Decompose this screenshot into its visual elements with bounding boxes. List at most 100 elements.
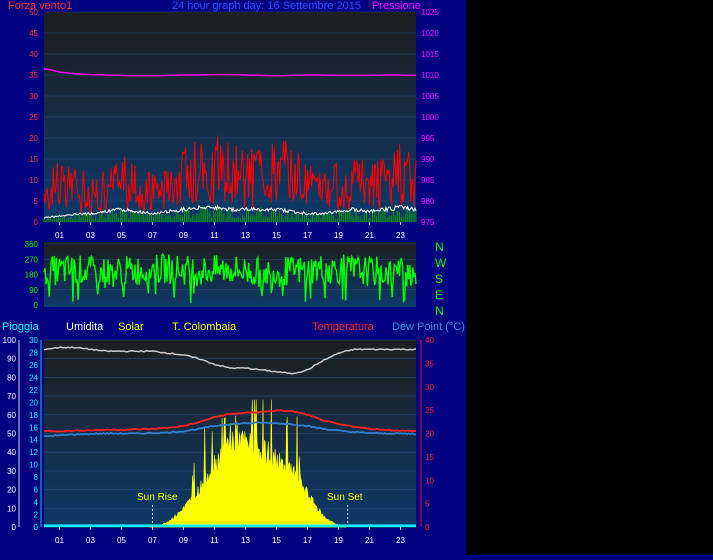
percent-y-tick: 70 <box>7 392 16 401</box>
wind-y-tick: 5 <box>34 197 39 206</box>
wind-average-line <box>43 204 417 219</box>
pressure-y-tick: 1020 <box>421 29 439 38</box>
wind-y-tick: 0 <box>34 218 39 227</box>
percent-y-tick: 10 <box>7 504 16 513</box>
temp-y-tick: 35 <box>425 359 434 368</box>
temp-y-tick: 20 <box>425 430 434 439</box>
rain-y-tick: 18 <box>29 411 38 420</box>
percent-y-tick: 0 <box>12 523 17 532</box>
wind-x-tick: 21 <box>365 231 374 240</box>
rain-y-tick: 28 <box>29 348 38 357</box>
compass-n-bottom: N <box>435 304 444 318</box>
percent-y-tick: 20 <box>7 486 16 495</box>
compass-s: S <box>435 272 444 286</box>
legend-humidity: Umidita <box>66 321 104 333</box>
percent-y-tick: 60 <box>7 411 16 420</box>
wind-x-tick: 03 <box>86 231 95 240</box>
temp-x-tick: 01 <box>55 536 64 545</box>
solar-area <box>149 399 347 528</box>
wind-x-tick: 09 <box>179 231 188 240</box>
legend-dew-point: Dew Point (°C) <box>392 321 465 333</box>
temp-x-tick: 15 <box>272 536 281 545</box>
temp-x-tick: 13 <box>241 536 250 545</box>
temp-x-tick: 07 <box>148 536 157 545</box>
compass-e: E <box>435 288 444 302</box>
temp-y-tick: 40 <box>425 336 434 345</box>
pressure-axis-title: Pressione <box>372 0 421 12</box>
temp-y-tick: 10 <box>425 476 434 485</box>
wind-axis-title: Forza vento1 <box>8 0 73 12</box>
rain-y-tick: 2 <box>34 511 39 520</box>
temperature-line <box>43 409 417 433</box>
rain-y-tick: 30 <box>29 336 38 345</box>
temp-x-tick: 09 <box>179 536 188 545</box>
direction-y-tick: 270 <box>25 255 39 264</box>
rain-y-tick: 26 <box>29 361 38 370</box>
wind-x-tick: 13 <box>241 231 250 240</box>
chart-title: 24 hour graph day: 16 Settembre 2015 <box>172 0 361 12</box>
temp-x-tick: 03 <box>86 536 95 545</box>
sunrise-label: Sun Rise <box>137 492 178 503</box>
right-empty-area <box>466 0 713 555</box>
pressure-y-tick: 1005 <box>421 92 439 101</box>
temp-x-tick: 11 <box>210 536 219 545</box>
temp-y-tick: 0 <box>425 523 430 532</box>
rain-y-tick: 20 <box>29 398 38 407</box>
temp-y-tick: 15 <box>425 453 434 462</box>
temp-y-tick: 30 <box>425 383 434 392</box>
rain-y-tick: 16 <box>29 423 38 432</box>
wind-x-tick: 11 <box>210 231 219 240</box>
wind-y-tick: 30 <box>29 92 38 101</box>
wind-x-tick: 23 <box>396 231 405 240</box>
temp-y-tick: 25 <box>425 406 434 415</box>
wind-x-tick: 05 <box>117 231 126 240</box>
rain-y-tick: 24 <box>29 373 38 382</box>
percent-y-tick: 40 <box>7 448 16 457</box>
rain-y-tick: 14 <box>29 436 38 445</box>
percent-y-tick: 90 <box>7 355 16 364</box>
direction-line <box>43 252 417 304</box>
wind-x-tick: 17 <box>303 231 312 240</box>
humidity-line <box>43 346 417 375</box>
pressure-y-tick: 995 <box>421 134 435 143</box>
pressure-y-tick: 980 <box>421 197 435 206</box>
rain-y-tick: 22 <box>29 386 38 395</box>
sunset-label: Sun Set <box>327 492 363 503</box>
wind-x-tick: 01 <box>55 231 64 240</box>
wind-y-tick: 50 <box>29 8 38 17</box>
legend-rain: Pioggia <box>2 321 39 333</box>
direction-y-tick: 90 <box>29 286 38 295</box>
temp-x-tick: 21 <box>365 536 374 545</box>
temp-x-tick: 05 <box>117 536 126 545</box>
legend-temperature: Temperatura <box>312 321 374 333</box>
direction-y-tick: 360 <box>25 240 39 249</box>
rain-y-tick: 0 <box>34 523 39 532</box>
pressure-y-tick: 1025 <box>421 8 439 17</box>
rain-y-tick: 8 <box>34 473 39 482</box>
pressure-line <box>43 67 417 77</box>
percent-y-tick: 80 <box>7 373 16 382</box>
wind-y-tick: 35 <box>29 71 38 80</box>
percent-y-tick: 100 <box>3 336 17 345</box>
pressure-y-tick: 985 <box>421 176 435 185</box>
pressure-y-tick: 975 <box>421 218 435 227</box>
wind-gust-line <box>43 135 417 214</box>
wind-y-tick: 40 <box>29 50 38 59</box>
dew-point-line <box>43 421 417 438</box>
rain-y-tick: 6 <box>34 486 39 495</box>
temp-x-tick: 17 <box>303 536 312 545</box>
legend-colombaia: T. Colombaia <box>172 321 237 333</box>
wind-x-tick: 07 <box>148 231 157 240</box>
wind-y-tick: 25 <box>29 113 38 122</box>
wind-x-tick: 19 <box>334 231 343 240</box>
rain-y-tick: 10 <box>29 461 38 470</box>
pressure-y-tick: 1000 <box>421 113 439 122</box>
compass-w: W <box>435 256 447 270</box>
wind-x-tick: 15 <box>272 231 281 240</box>
rain-y-tick: 4 <box>34 498 39 507</box>
legend-solar: Solar <box>118 321 144 333</box>
temp-x-tick: 19 <box>334 536 343 545</box>
percent-y-tick: 30 <box>7 467 16 476</box>
